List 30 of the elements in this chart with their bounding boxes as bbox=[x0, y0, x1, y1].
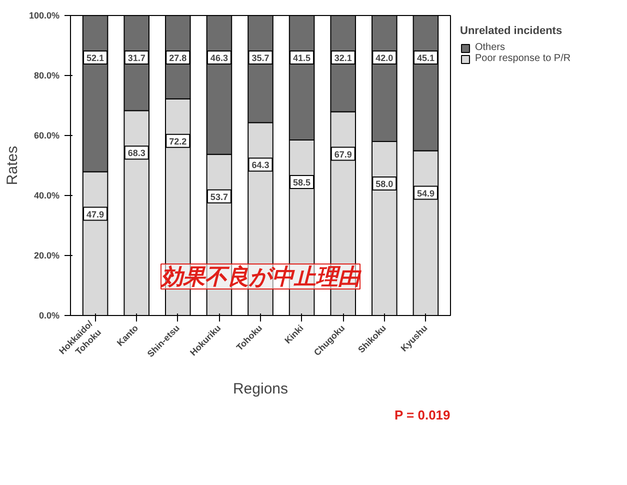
text: P = 0.019 bbox=[394, 408, 450, 422]
data-label: 68.3 bbox=[128, 148, 146, 158]
legend-label: Poor response to P/R bbox=[475, 53, 571, 64]
data-label: 64.3 bbox=[252, 160, 270, 170]
y-axis-title: Rates bbox=[4, 146, 21, 186]
data-label: 46.3 bbox=[210, 53, 228, 63]
x-axis-title: Regions bbox=[232, 380, 288, 398]
legend-label: Others bbox=[475, 42, 506, 53]
data-label: 47.9 bbox=[86, 209, 104, 220]
data-label: 41.5 bbox=[293, 53, 311, 63]
data-label: 53.7 bbox=[210, 192, 228, 202]
legend-title: Unrelated incidents bbox=[460, 25, 564, 37]
data-label: 72.2 bbox=[169, 136, 187, 146]
data-label: 27.8 bbox=[169, 53, 187, 63]
y-tick-label: 100.0% bbox=[28, 10, 60, 20]
y-tick-label: 40.0% bbox=[34, 190, 60, 200]
data-label: 54.9 bbox=[416, 188, 434, 198]
data-label: 45.1 bbox=[416, 53, 434, 63]
data-label: 58.5 bbox=[293, 178, 311, 188]
y-tick-label: 80.0% bbox=[34, 70, 60, 80]
data-label: 42.0 bbox=[376, 53, 394, 63]
data-label: 32.1 bbox=[334, 53, 352, 63]
data-label: 35.7 bbox=[252, 53, 270, 63]
y-tick-label: 0.0% bbox=[38, 310, 60, 320]
y-tick-label: 60.0% bbox=[34, 130, 60, 140]
y-tick-label: 20.0% bbox=[34, 250, 60, 260]
data-label: 52.1 bbox=[86, 53, 104, 63]
data-label: 67.9 bbox=[334, 149, 352, 160]
data-label: 31.7 bbox=[128, 53, 146, 63]
data-label: 58.0 bbox=[376, 179, 394, 189]
